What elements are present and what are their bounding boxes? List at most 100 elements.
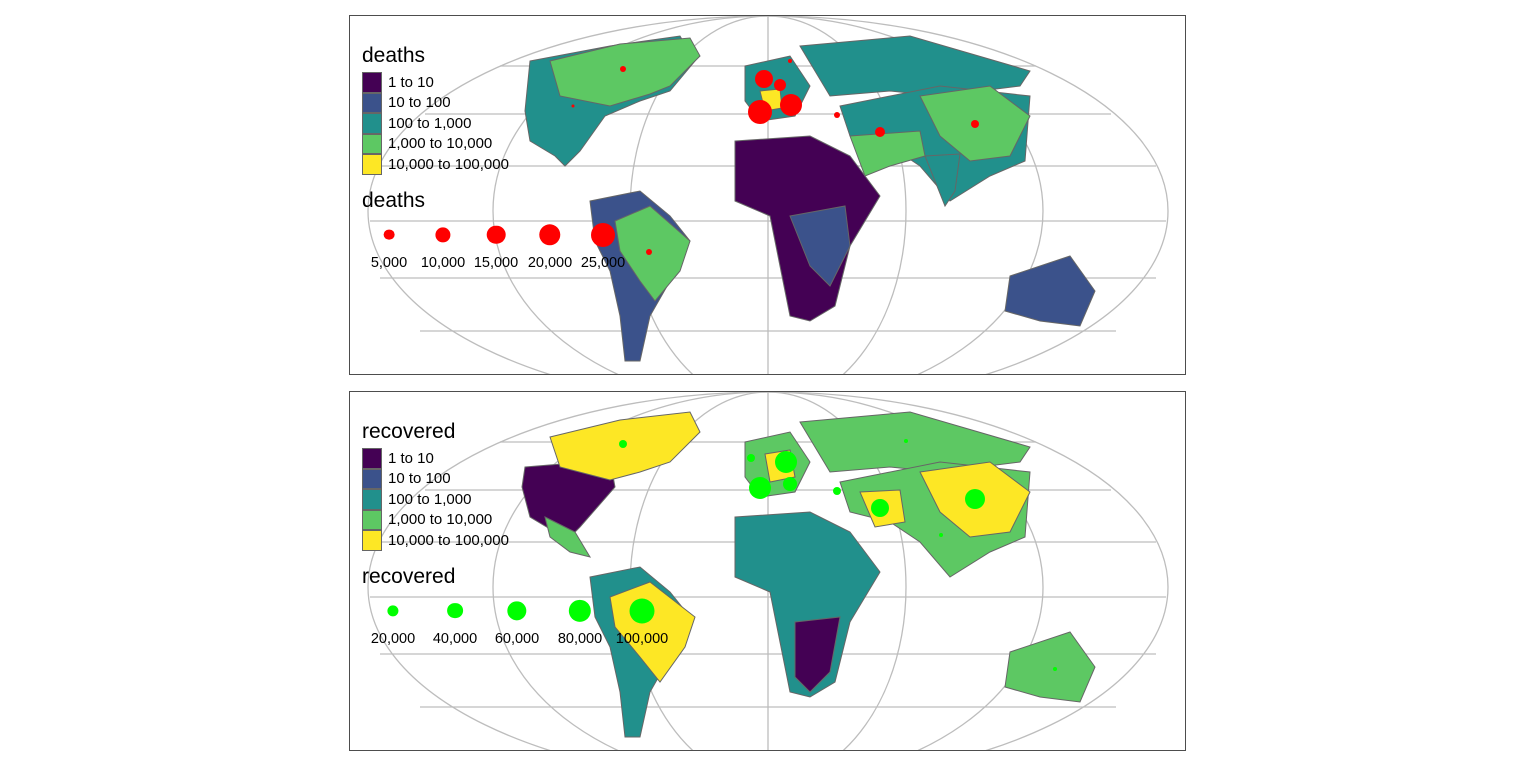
size-legend-dot	[539, 223, 561, 246]
legend-swatch	[362, 489, 382, 510]
size-legend-dot	[629, 598, 655, 623]
legend-item: 1 to 10	[362, 448, 632, 469]
legend-label: 10,000 to 100,000	[388, 531, 509, 549]
bubble-usa	[571, 104, 575, 108]
africa-mid-shape	[789, 205, 851, 287]
size-legend-title: deaths	[362, 188, 426, 212]
central-america-shape	[544, 516, 592, 558]
size-legend-label: 40,000	[432, 630, 478, 647]
russia-shape	[799, 35, 1031, 97]
fill-legend-items: 1 to 10 10 to 100 100 to 1,000 1,000 to …	[362, 72, 632, 175]
country-shapes	[524, 35, 1096, 362]
legend-item: 10,000 to 100,000	[362, 154, 632, 175]
middle-east-shape	[849, 130, 926, 177]
fill-legend-title: recovered	[362, 420, 456, 443]
size-legend-dot	[447, 602, 463, 619]
deaths-world-map	[367, 16, 1169, 374]
fill-legend-title: deaths	[362, 44, 426, 67]
bubble-turkey	[834, 112, 840, 118]
legend-swatch	[362, 154, 382, 175]
australia-shape	[1004, 631, 1096, 703]
legend-swatch	[362, 92, 382, 113]
size-legend-dot	[568, 599, 592, 622]
legend-label: 10 to 100	[388, 94, 451, 112]
size-legend-label: 100,000	[615, 630, 669, 647]
size-legend: 20,000 40,000 60,000 80,000 100,000	[362, 589, 668, 649]
bubble-canada	[619, 440, 627, 448]
fill-legend-items: 1 to 10 10 to 100 100 to 1,000 1,000 to …	[362, 448, 632, 551]
legend-label: 10,000 to 100,000	[388, 155, 509, 173]
legend-label: 1,000 to 10,000	[388, 135, 493, 153]
canada-shape	[549, 37, 701, 107]
bubble-australia	[1053, 667, 1057, 671]
deaths-legend: deaths 1 to 10 10 to 100 100 to 1,000 1,…	[362, 44, 632, 273]
country-shapes	[521, 411, 1096, 738]
africa-south-shape	[794, 616, 841, 693]
bubble-china	[971, 120, 979, 128]
legend-swatch	[362, 133, 382, 154]
size-legend-dot	[435, 226, 451, 243]
legend-item: 1,000 to 10,000	[362, 509, 632, 530]
size-legend: 5,000 10,000 15,000 20,000 25,000	[362, 213, 632, 273]
bubble-germany	[775, 451, 797, 473]
russia-shape	[799, 411, 1031, 473]
bubble-canada	[620, 66, 626, 72]
bubble-brazil	[646, 249, 652, 255]
size-legend-label: 80,000	[557, 630, 603, 647]
legend-item: 10,000 to 100,000	[362, 530, 632, 551]
legend-label: 1,000 to 10,000	[388, 511, 493, 529]
brazil-shape	[614, 205, 691, 302]
bubble-china	[965, 489, 985, 509]
legend-label: 100 to 1,000	[388, 114, 472, 132]
bubble-sweden	[788, 59, 792, 63]
legend-item: 10 to 100	[362, 468, 632, 489]
bubble-belgium	[774, 79, 786, 91]
legend-swatch	[362, 113, 382, 134]
deaths-bubbles	[571, 59, 979, 255]
legend-label: 1 to 10	[388, 73, 434, 91]
recovered-map-panel: recovered 1 to 10 10 to 100 100 to 1,000…	[349, 391, 1186, 751]
size-legend-label: 20,000	[370, 630, 416, 647]
recovered-bubbles	[619, 439, 1057, 671]
size-legend-label: 15,000	[473, 254, 519, 271]
legend-item: 10 to 100	[362, 92, 632, 113]
bubble-spain	[748, 100, 772, 124]
size-legend-label: 25,000	[580, 254, 626, 271]
size-legend-label: 10,000	[420, 254, 466, 271]
legend-swatch	[362, 509, 382, 530]
bubble-italy	[783, 477, 797, 491]
legend-label: 100 to 1,000	[388, 490, 472, 508]
size-legend-dot	[486, 225, 506, 244]
legend-swatch	[362, 468, 382, 489]
bubble-turkey	[833, 487, 841, 495]
legend-label: 10 to 100	[388, 470, 451, 488]
size-legend-dot	[383, 229, 395, 240]
deaths-map-panel: deaths 1 to 10 10 to 100 100 to 1,000 1,…	[349, 15, 1186, 375]
size-legend-label: 5,000	[370, 254, 408, 271]
bubble-spain	[749, 477, 771, 499]
legend-item: 1,000 to 10,000	[362, 133, 632, 154]
size-legend-label: 60,000	[494, 630, 540, 647]
australia-shape	[1004, 255, 1096, 327]
legend-swatch	[362, 448, 382, 469]
size-legend-dot	[591, 222, 615, 247]
recovered-world-map	[367, 392, 1169, 750]
bubble-italy	[780, 94, 802, 116]
india-shape	[924, 153, 961, 208]
bubble-india	[939, 533, 943, 537]
recovered-legend: recovered 1 to 10 10 to 100 100 to 1,000…	[362, 420, 668, 649]
legend-item: 100 to 1,000	[362, 489, 632, 510]
legend-item: 100 to 1,000	[362, 113, 632, 134]
size-legend-dot	[507, 600, 527, 621]
bubble-uk	[755, 70, 773, 88]
bubble-iran	[875, 127, 885, 137]
legend-swatch	[362, 72, 382, 93]
legend-label: 1 to 10	[388, 449, 434, 467]
size-legend-dot	[387, 604, 399, 617]
bubble-iran	[871, 499, 889, 517]
size-legend-title: recovered	[362, 564, 456, 588]
legend-item: 1 to 10	[362, 72, 632, 93]
legend-swatch	[362, 530, 382, 551]
bubble-uk	[747, 454, 755, 462]
africa-shape	[734, 511, 881, 698]
